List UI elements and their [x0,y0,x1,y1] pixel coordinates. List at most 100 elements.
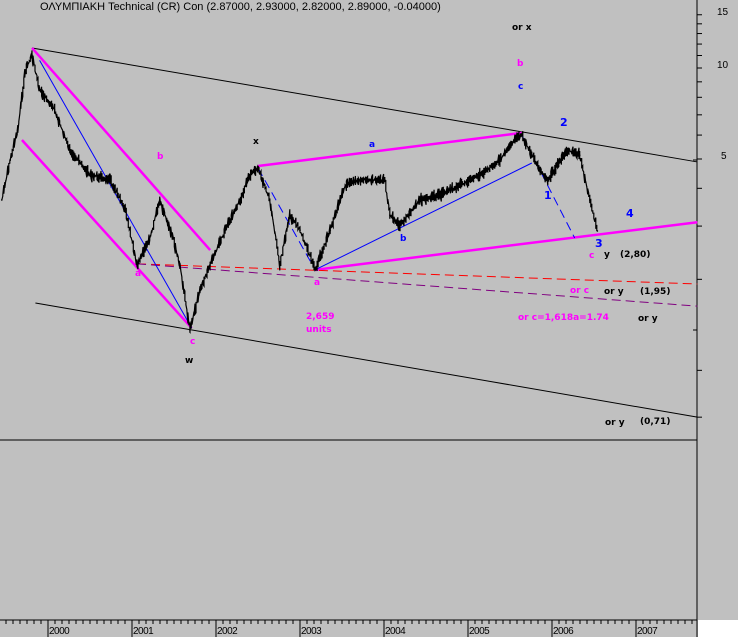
price-point [89,174,91,176]
price-point [514,139,516,141]
wave-label: 1 [544,189,552,202]
trend-line [137,263,698,307]
trend-line [137,263,698,285]
price-point [279,264,281,266]
price-point [589,199,591,201]
trend-line [314,162,533,271]
wave-label: or c [570,286,590,296]
price-point [171,234,174,236]
price-point [596,230,599,232]
price-point [239,199,242,201]
price-point [547,179,549,181]
price-point [384,179,386,181]
price-point [399,224,401,227]
price-point [109,179,111,181]
x-tick-label: 2005 [469,626,490,637]
wave-label: or x [512,23,532,33]
price-point [299,229,301,231]
price-point [248,174,251,176]
wave-label: or c=1,618a=1.74 [518,313,609,323]
price-point [520,134,523,136]
trend-line [257,167,316,271]
price-point [329,229,332,231]
trend-line [31,47,698,163]
trend-line [314,220,698,272]
wave-label: c [190,337,196,347]
wave-label: units [306,325,332,335]
price-point [478,174,481,176]
wave-label: 2,659 [306,312,335,322]
chart-title: ΟΛΥΜΠΙΑΚΗ Technical (CR) Con (2.87000, 2… [40,1,441,13]
price-point [209,264,211,266]
wave-label: a [314,278,321,288]
price-point [539,169,542,171]
price-point [9,159,11,161]
price-point [38,89,41,91]
price-series [1,50,598,334]
price-point [389,214,391,216]
wave-label: c [518,82,524,92]
price-point [499,159,501,161]
price-point [16,129,19,131]
price-point [578,154,581,156]
price-point [439,194,442,196]
wave-label: w [185,356,194,366]
price-point [224,229,227,231]
x-tick-label: 2002 [217,626,238,637]
price-point [189,329,191,331]
wave-label: or y [605,418,625,428]
price-point [136,264,138,266]
price-point [344,184,347,186]
price-point [24,69,27,71]
price-point [124,209,127,211]
y-tick-label: 15 [717,6,729,18]
price-point [567,149,569,151]
wave-label: b [400,234,407,244]
y-tick-label: 5 [721,151,727,162]
price-point [0,199,3,201]
wave-label: (0,71) [640,417,671,427]
trend-line [31,47,212,251]
wave-label: 3 [595,237,603,250]
price-point [559,159,562,161]
x-tick-label: 2003 [301,626,322,637]
trend-line [21,139,193,329]
price-point [289,214,291,216]
corner-blank [698,620,738,637]
trend-line [35,302,698,418]
trend-line [39,60,193,329]
price-point [199,289,201,292]
wave-label: or y [604,287,624,297]
x-tick-label: 2001 [133,626,154,637]
wave-label: (2,80) [620,250,651,260]
price-point [179,264,181,266]
wave-label: a [369,140,376,150]
price-point [31,54,33,56]
y-tick-label: 10 [717,60,729,71]
price-point [314,269,316,271]
wave-label: b [517,59,524,69]
wave-label: c [589,251,595,261]
price-point [458,184,461,186]
x-tick-label: 2000 [49,626,70,637]
x-tick-label: 2007 [637,626,658,637]
wave-label: b [157,152,164,162]
price-point [158,199,161,201]
wave-label: 2 [560,116,568,129]
price-point [531,154,533,156]
wave-label: (1,95) [640,287,671,297]
price-point [53,109,56,111]
price-point [257,167,259,169]
price-point [148,239,151,241]
wave-label: 4 [626,207,634,220]
wave-label: x [253,137,259,147]
price-point [69,149,71,151]
x-tick-label: 2006 [553,626,574,637]
wave-label: or y [638,314,658,324]
wave-label: y [604,250,610,260]
wave-label: a [135,269,142,279]
price-point [268,199,271,201]
price-point [419,199,421,201]
